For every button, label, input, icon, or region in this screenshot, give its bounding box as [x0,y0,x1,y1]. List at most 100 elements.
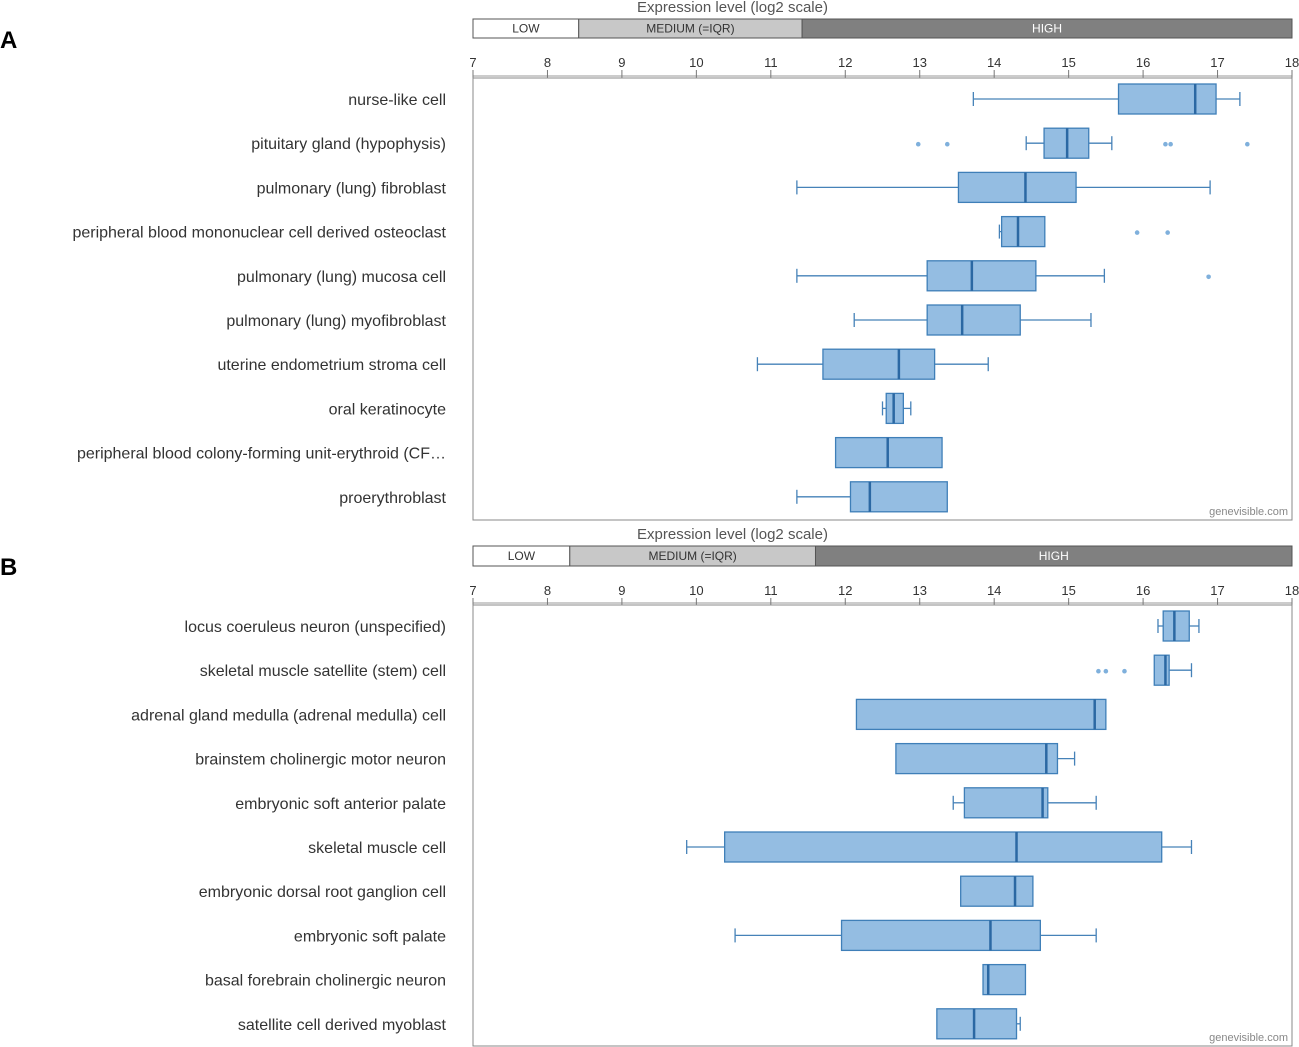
category-label: skeletal muscle cell [308,840,446,857]
outlier-point [1165,230,1170,235]
tick-label: 11 [764,55,778,70]
box-row: nurse-like cell [348,83,1241,115]
category-label: skeletal muscle satellite (stem) cell [200,663,446,680]
box-iqr [855,698,1107,731]
box-row: skeletal muscle cell [308,831,1193,863]
category-label: proerythroblast [339,490,446,507]
box-iqr [957,171,1077,204]
tick-label: 12 [838,583,852,598]
category-label: pulmonary (lung) myofibroblast [226,313,446,330]
box-row: locus coeruleus neuron (unspecified) [185,610,1200,642]
box-iqr [1153,654,1170,686]
box-iqr [1162,610,1190,642]
band-label: MEDIUM (=IQR) [648,549,736,563]
axis-title: Expression level (log2 scale) [637,526,828,543]
category-label: uterine endometrium stroma cell [217,357,446,374]
box-iqr [963,787,1049,819]
box-row: pulmonary (lung) mucosa cell [237,260,1211,292]
box-row: brainstem cholinergic motor neuron [195,742,1076,775]
category-label: embryonic soft anterior palate [235,796,446,813]
watermark: genevisible.com [1209,1032,1288,1044]
tick-label: 18 [1285,583,1299,598]
box-row: proerythroblast [339,481,948,513]
category-label: satellite cell derived myoblast [238,1017,447,1034]
outlier-point [944,141,950,147]
outlier-point [1096,668,1101,674]
category-label: pulmonary (lung) mucosa cell [237,269,446,286]
band-label: LOW [512,22,540,36]
box-iqr [936,1008,1018,1040]
box-row: peripheral blood mononuclear cell derive… [72,215,1170,248]
category-label: peripheral blood colony-forming unit-ery… [77,446,446,463]
box-iqr [724,831,1163,863]
box-row: satellite cell derived myoblast [238,1008,1021,1040]
box-row: skeletal muscle satellite (stem) cell [200,654,1193,686]
outlier-point [1134,230,1140,235]
tick-label: 10 [689,583,703,598]
outlier-point [1206,274,1211,280]
box-row: uterine endometrium stroma cell [217,348,989,380]
tick-label: 14 [987,55,1001,70]
panel-b: B Expression level (log2 scale) LOW MEDIUM … [0,526,1299,1047]
tick-label: 16 [1136,583,1150,598]
box-iqr [1117,83,1217,115]
category-label: peripheral blood mononuclear cell derive… [72,225,446,242]
tick-label: 7 [469,55,476,70]
tick-label: 10 [689,55,703,70]
box-row: pulmonary (lung) fibroblast [257,171,1211,204]
box-row: pulmonary (lung) myofibroblast [226,304,1092,336]
tick-label: 14 [987,583,1001,598]
tick-label: 8 [544,583,551,598]
box-iqr [1000,215,1046,248]
category-label: oral keratinocyte [329,401,446,418]
plot-frame [472,604,1293,1047]
box-row: pituitary gland (hypophysis) [251,127,1250,159]
outlier-point [1103,668,1109,674]
category-label: nurse-like cell [348,92,446,109]
panel-letter: B [0,554,17,581]
tick-label: 11 [764,583,778,598]
box-iqr [849,481,948,513]
box-iqr [895,742,1059,775]
box-row: embryonic soft anterior palate [235,787,1097,819]
tick-label: 15 [1061,583,1075,598]
tick-label: 13 [912,583,926,598]
axis-title: Expression level (log2 scale) [637,0,828,16]
tick-label: 18 [1285,55,1299,70]
band-label: HIGH [1039,549,1069,563]
box-iqr [822,348,936,380]
band-label: MEDIUM (=IQR) [646,22,734,36]
outlier-point [1163,141,1168,147]
band-label: LOW [508,549,536,563]
box-row: adrenal gland medulla (adrenal medulla) … [131,698,1107,731]
tick-label: 17 [1210,55,1224,70]
panel-a: A Expression level (log2 scale) LOW MEDIUM … [0,0,1299,521]
tick-label: 16 [1136,55,1150,70]
box-row: embryonic dorsal root ganglion cell [199,875,1034,907]
outlier-point [1168,141,1173,147]
band-label: HIGH [1032,22,1062,36]
outlier-point [915,141,921,147]
tick-label: 12 [838,55,852,70]
tick-label: 9 [618,583,625,598]
tick-label: 9 [618,55,625,70]
box-row: oral keratinocyte [329,392,912,425]
box-iqr [840,919,1041,952]
tick-label: 8 [544,55,551,70]
box-iqr [982,963,1027,996]
box-row: peripheral blood colony-forming unit-ery… [77,436,943,469]
tick-label: 13 [912,55,926,70]
box-row: embryonic soft palate [294,919,1097,952]
box-iqr [926,260,1037,292]
panel-letter: A [0,27,17,54]
category-label: pulmonary (lung) fibroblast [257,180,447,197]
band-high [814,545,1293,567]
box-row: basal forebrain cholinergic neuron [205,963,1027,996]
category-label: embryonic soft palate [294,928,446,945]
category-label: adrenal gland medulla (adrenal medulla) … [131,707,446,724]
category-label: pituitary gland (hypophysis) [251,136,446,153]
plot-frame [472,77,1293,521]
band-high [801,18,1293,39]
category-label: basal forebrain cholinergic neuron [205,973,446,990]
